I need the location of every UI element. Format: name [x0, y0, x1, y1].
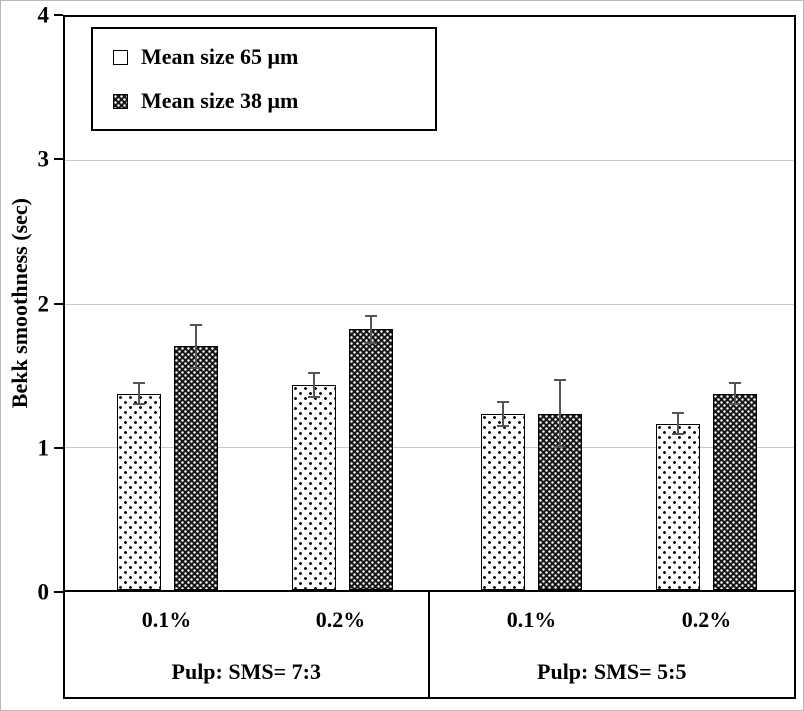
bar-65um-0.2%-:7:3 — [291, 385, 336, 590]
x-category-label: 0.2% — [315, 606, 366, 632]
y-tick-mark — [54, 591, 63, 593]
x-category-label: 0.1% — [141, 606, 192, 632]
y-tick-label: 1 — [37, 435, 50, 461]
gridline — [65, 303, 794, 305]
y-tick-label: 4 — [37, 2, 50, 28]
y-tick-mark — [54, 302, 63, 305]
legend-swatch-65um — [113, 49, 128, 65]
legend-label-65um: Mean size 65 μm — [141, 44, 299, 69]
error-bar — [496, 400, 510, 427]
y-tick-mark — [54, 14, 63, 16]
bar-65um-0.1%-:7:3 — [116, 393, 161, 590]
x-group-label: Pulp: SMS= 5:5 — [537, 659, 687, 684]
y-axis-title: Bekk smoothness (sec) — [7, 198, 32, 409]
plot-area: Mean size 65 μm Mean size 38 μm — [63, 15, 796, 592]
bar-38um-0.1%-:7:3 — [173, 346, 218, 590]
y-tick-label: 0 — [37, 579, 50, 605]
bar-65um-0.1%-:5:5 — [481, 413, 526, 590]
y-tick-label: 2 — [37, 291, 50, 316]
y-tick-label: 3 — [37, 146, 50, 172]
error-bar — [728, 382, 742, 406]
x-category-row: 0.1% 0.2% — [430, 592, 795, 647]
x-group-label: Pulp: SMS= 7:3 — [171, 659, 321, 684]
error-bar — [364, 314, 378, 344]
y-axis-ticks: 0 1 2 3 4 — [31, 4, 63, 604]
x-group-pulp-sms-7-3: 0.1% 0.2% Pulp: SMS= 7:3 — [65, 592, 430, 697]
error-bar — [189, 323, 203, 370]
x-group-pulp-sms-5-5: 0.1% 0.2% Pulp: SMS= 5:5 — [430, 592, 795, 697]
x-axis-area: 0.1% 0.2% Pulp: SMS= 7:3 0.1% 0.2% Pulp:… — [63, 592, 796, 699]
x-category-label: 0.1% — [506, 606, 557, 632]
x-category-label: 0.2% — [681, 606, 732, 632]
bar-65um-0.2%-:5:5 — [656, 423, 701, 590]
gridline — [65, 160, 794, 162]
legend: Mean size 65 μm Mean size 38 μm — [91, 27, 437, 131]
y-tick-mark — [54, 158, 63, 161]
legend-item-65um: Mean size 65 μm — [113, 46, 415, 68]
legend-label-38um: Mean size 38 μm — [141, 88, 299, 113]
gridline — [65, 446, 794, 448]
x-category-row: 0.1% 0.2% — [65, 592, 428, 647]
error-bar — [307, 372, 321, 399]
error-bar — [553, 379, 567, 449]
legend-item-38um: Mean size 38 μm — [113, 90, 415, 112]
error-bar — [132, 382, 146, 406]
bar-38um-0.2%-:5:5 — [713, 393, 758, 590]
y-tick-mark — [54, 446, 63, 449]
bar-38um-0.2%-:7:3 — [348, 329, 393, 590]
error-bar — [671, 412, 685, 436]
legend-swatch-38um — [113, 93, 128, 109]
